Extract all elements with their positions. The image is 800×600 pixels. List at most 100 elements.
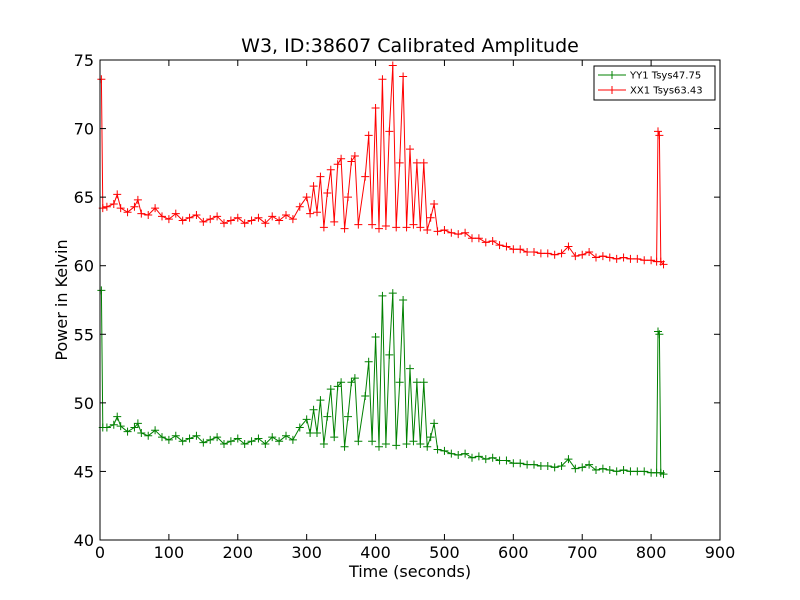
data-point: [585, 460, 594, 469]
y-tick-label: 45: [74, 462, 94, 481]
data-point: [659, 260, 668, 269]
x-tick-label: 400: [360, 543, 391, 562]
data-point: [659, 470, 668, 479]
data-point: [130, 423, 139, 432]
data-point: [426, 433, 435, 442]
data-point: [158, 433, 166, 442]
data-point: [516, 459, 525, 468]
legend-label: XX1 Tsys63.43: [630, 86, 703, 97]
data-point: [605, 253, 614, 262]
data-point: [598, 252, 607, 261]
data-point: [151, 426, 160, 435]
data-point: [178, 216, 187, 225]
data-point: [113, 190, 122, 199]
data-point: [192, 210, 201, 219]
data-point: [523, 248, 532, 256]
data-point: [412, 378, 421, 387]
data-point: [633, 254, 642, 263]
data-point: [164, 435, 173, 444]
data-point: [412, 158, 421, 167]
data-point: [619, 466, 628, 475]
series-yy1: [97, 286, 668, 479]
series-xx1: [97, 61, 668, 269]
data-point: [158, 212, 166, 221]
x-tick-label: 800: [636, 543, 667, 562]
data-point: [344, 193, 352, 202]
data-point: [612, 467, 621, 476]
data-point: [495, 241, 504, 250]
data-point: [340, 442, 349, 451]
legend-box: [593, 65, 716, 101]
data-point: [488, 453, 497, 462]
data-point: [378, 75, 387, 84]
data-point: [381, 221, 390, 230]
data-point: [388, 289, 397, 298]
data-point: [192, 431, 201, 440]
data-point: [419, 158, 428, 167]
data-point: [423, 226, 432, 235]
data-point: [578, 250, 587, 259]
data-point: [116, 204, 125, 213]
data-point: [164, 215, 173, 224]
data-point: [626, 254, 635, 263]
legend: YY1 Tsys47.75 XX1 Tsys63.43: [593, 65, 716, 101]
data-point: [247, 437, 256, 446]
data-point: [564, 242, 573, 251]
data-point: [516, 245, 525, 254]
data-point: [509, 245, 518, 254]
data-point: [640, 256, 649, 265]
data-point: [385, 350, 394, 359]
data-point: [447, 228, 456, 237]
x-axis: 0 100 200 300 400 500 600 700 800 900: [95, 60, 735, 562]
data-point: [388, 61, 397, 70]
data-point: [275, 437, 284, 446]
data-point: [333, 382, 342, 391]
x-tick-label: 900: [705, 543, 736, 562]
data-point: [302, 415, 311, 424]
data-point: [233, 434, 242, 443]
x-axis-label: Time (seconds): [348, 562, 471, 581]
data-point: [261, 219, 270, 228]
data-point: [536, 461, 545, 470]
data-point: [226, 216, 235, 225]
data-point: [399, 296, 408, 304]
data-point: [309, 405, 318, 414]
data-point: [371, 104, 380, 112]
data-point: [347, 378, 356, 387]
data-point: [316, 172, 325, 181]
x-tick-label: 100: [154, 543, 185, 562]
data-point: [543, 249, 552, 258]
data-point: [416, 223, 425, 232]
data-point: [102, 423, 111, 432]
data-point: [350, 374, 359, 383]
data-point: [378, 291, 387, 300]
data-point: [433, 445, 442, 454]
data-point: [392, 223, 401, 232]
data-point: [399, 72, 408, 81]
data-point: [368, 220, 377, 229]
data-point: [571, 252, 580, 261]
data-point: [626, 467, 635, 476]
data-point: [530, 460, 538, 469]
data-point: [536, 249, 545, 258]
data-point: [137, 429, 146, 438]
data-point: [233, 213, 242, 222]
data-point: [109, 420, 118, 429]
data-point: [309, 182, 318, 191]
data-point: [226, 437, 235, 446]
x-tick-label: 500: [429, 543, 460, 562]
data-point: [557, 461, 566, 470]
data-point: [481, 455, 490, 464]
legend-entry: XX1 Tsys63.43: [598, 86, 703, 97]
data-point: [550, 250, 559, 259]
data-point: [612, 254, 621, 263]
data-point: [375, 442, 383, 451]
x-tick-label: 0: [95, 543, 105, 562]
data-point: [185, 213, 194, 222]
data-point: [488, 237, 497, 246]
data-point: [330, 433, 339, 442]
data-point: [454, 450, 463, 459]
data-point: [655, 330, 664, 339]
data-point: [306, 429, 315, 438]
data-point: [402, 223, 411, 232]
